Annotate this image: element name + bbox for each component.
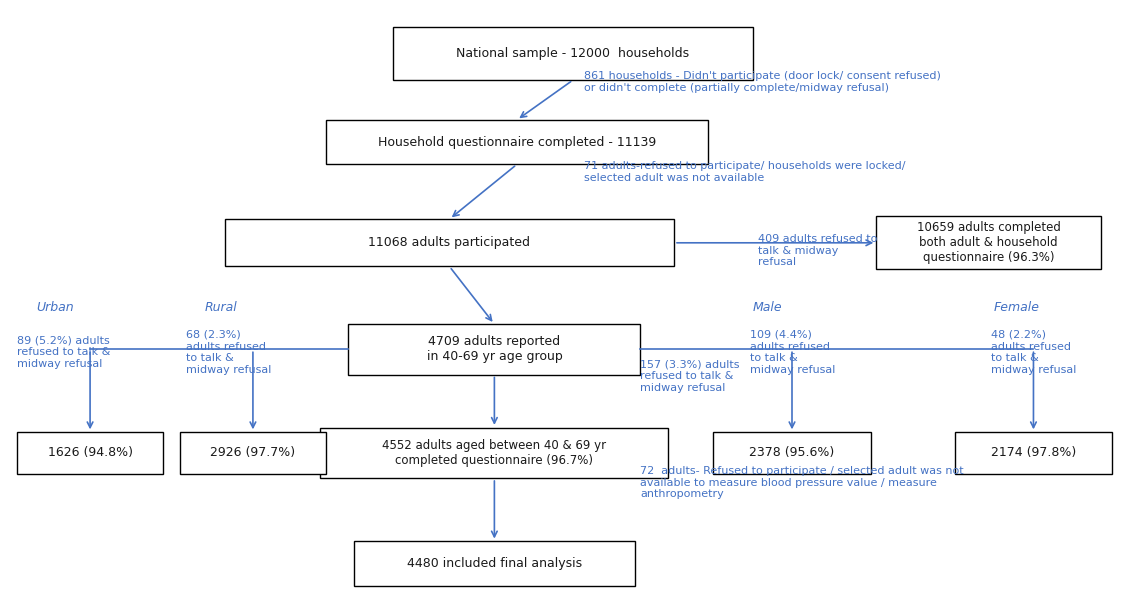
Text: Household questionnaire completed - 11139: Household questionnaire completed - 1113… <box>378 136 656 149</box>
Text: National sample - 12000  households: National sample - 12000 households <box>456 47 690 60</box>
Bar <box>348 324 641 374</box>
Text: Male: Male <box>753 301 783 315</box>
Bar <box>955 432 1112 474</box>
Text: 157 (3.3%) adults
refused to talk &
midway refusal: 157 (3.3%) adults refused to talk & midw… <box>641 359 740 393</box>
Text: 10659 adults completed
both adult & household
questionnaire (96.3%): 10659 adults completed both adult & hous… <box>917 221 1060 265</box>
Text: 2174 (97.8%): 2174 (97.8%) <box>991 446 1076 460</box>
Text: 861 households - Didn't participate (door lock/ consent refused)
or didn't compl: 861 households - Didn't participate (doo… <box>584 71 941 92</box>
Text: 48 (2.2%)
adults refused
to talk &
midway refusal: 48 (2.2%) adults refused to talk & midwa… <box>991 330 1076 374</box>
Text: 71 adults-refused to participate/ households were locked/
selected adult was not: 71 adults-refused to participate/ househ… <box>584 161 905 182</box>
Text: Rural: Rural <box>205 301 237 315</box>
Bar <box>180 432 325 474</box>
Text: Urban: Urban <box>37 301 73 315</box>
Text: 4709 adults reported
in 40-69 yr age group: 4709 adults reported in 40-69 yr age gro… <box>426 335 563 364</box>
Bar <box>325 120 708 164</box>
Text: 2378 (95.6%): 2378 (95.6%) <box>749 446 834 460</box>
Text: 409 adults refused to
talk & midway
refusal: 409 adults refused to talk & midway refu… <box>759 234 878 267</box>
Text: 72  adults- Refused to participate / selected adult was not
available to measure: 72 adults- Refused to participate / sele… <box>641 466 964 499</box>
Bar <box>393 27 753 80</box>
Text: 2926 (97.7%): 2926 (97.7%) <box>211 446 296 460</box>
Bar <box>713 432 871 474</box>
Text: 109 (4.4%)
adults refused
to talk &
midway refusal: 109 (4.4%) adults refused to talk & midw… <box>751 330 835 374</box>
Text: 89 (5.2%) adults
refused to talk &
midway refusal: 89 (5.2%) adults refused to talk & midwa… <box>17 336 110 369</box>
Bar <box>877 216 1101 269</box>
Text: 4552 adults aged between 40 & 69 yr
completed questionnaire (96.7%): 4552 adults aged between 40 & 69 yr comp… <box>383 439 606 467</box>
Text: 11068 adults participated: 11068 adults participated <box>369 236 531 249</box>
Bar <box>225 219 674 266</box>
Text: Female: Female <box>994 301 1041 315</box>
Bar <box>17 432 163 474</box>
Text: 68 (2.3%)
adults refused
to talk &
midway refusal: 68 (2.3%) adults refused to talk & midwa… <box>186 330 270 374</box>
Text: 4480 included final analysis: 4480 included final analysis <box>407 557 582 570</box>
Text: 1626 (94.8%): 1626 (94.8%) <box>48 446 133 460</box>
Bar <box>320 428 668 478</box>
Bar <box>354 541 635 586</box>
